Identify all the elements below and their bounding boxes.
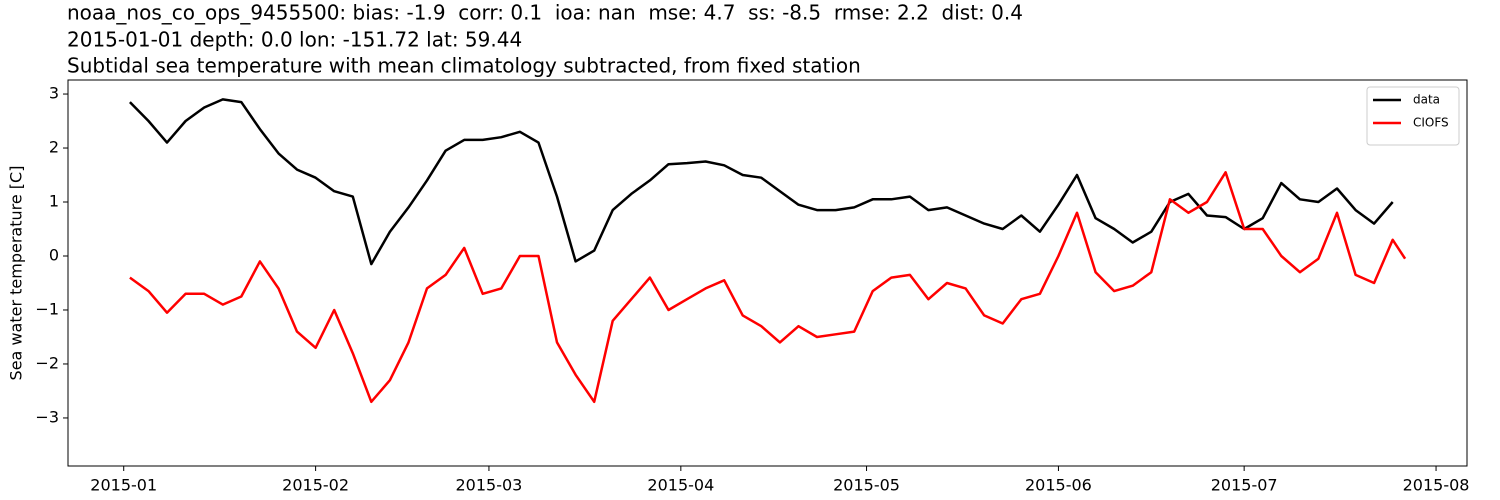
- x-tick-label: 2015-05: [833, 476, 900, 495]
- y-tick-label: −2: [35, 353, 59, 372]
- title-line: noaa_nos_co_ops_9455500: bias: -1.9 corr…: [67, 1, 1023, 25]
- x-tick-label: 2015-01: [90, 476, 157, 495]
- x-tick-label: 2015-04: [647, 476, 714, 495]
- legend-label: data: [1413, 93, 1440, 107]
- data-line: [129, 98, 1394, 266]
- x-tick-label: 2015-07: [1211, 476, 1278, 495]
- y-tick-label: −1: [35, 299, 59, 318]
- y-tick-label: 3: [49, 84, 59, 103]
- x-tick-label: 2015-02: [282, 476, 349, 495]
- x-tick-label: 2015-08: [1403, 476, 1470, 495]
- y-tick-label: 1: [49, 192, 59, 211]
- title-line: 2015-01-01 depth: 0.0 lon: -151.72 lat: …: [67, 28, 522, 52]
- y-tick-label: 2: [49, 138, 59, 157]
- legend-label: CIOFS: [1413, 116, 1449, 130]
- legend-box: [1366, 86, 1460, 146]
- y-tick-label: 0: [49, 245, 59, 264]
- x-tick-label: 2015-06: [1025, 476, 1092, 495]
- y-axis-label: Sea water temperature [C]: [7, 166, 26, 381]
- title-line: Subtidal sea temperature with mean clima…: [67, 54, 861, 78]
- y-tick-label: −3: [35, 407, 59, 426]
- plot-frame: [67, 79, 1468, 467]
- data-line: [129, 171, 1407, 404]
- x-tick-label: 2015-03: [456, 476, 523, 495]
